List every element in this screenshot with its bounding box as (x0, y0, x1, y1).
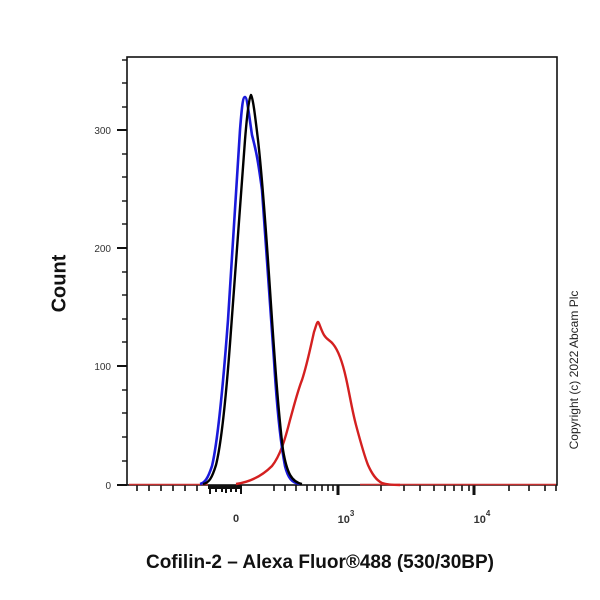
y-axis (117, 129, 127, 486)
y-tick-200: 200 (94, 244, 111, 255)
y-tick-300: 300 (94, 126, 111, 137)
x-tick-1e4: 104 (474, 509, 491, 526)
copyright-notice: Copyright (c) 2022 Abcam Plc (567, 290, 581, 450)
x-axis-linear-region (208, 485, 242, 494)
x-tick-0: 0 (233, 513, 239, 525)
y-tick-0: 0 (105, 481, 111, 492)
x-tick-1e3: 103 (338, 509, 355, 526)
series-black-control (202, 93, 303, 486)
x-axis-major-ticks (336, 485, 476, 495)
y-axis-minor-ticks (122, 59, 127, 462)
x-axis-label: Cofilin-2 – Alexa Fluor®488 (530/30BP) (145, 552, 495, 573)
x-tick-labels: 0 103 104 (233, 509, 491, 526)
y-tick-labels: 0 100 200 300 (94, 126, 111, 492)
y-tick-100: 100 (94, 362, 111, 373)
y-axis-label: Count (48, 254, 71, 313)
series-red-stained (235, 320, 401, 487)
series-blue-control (199, 95, 301, 486)
x-axis-ticks (136, 485, 557, 491)
plot-frame (126, 56, 558, 486)
